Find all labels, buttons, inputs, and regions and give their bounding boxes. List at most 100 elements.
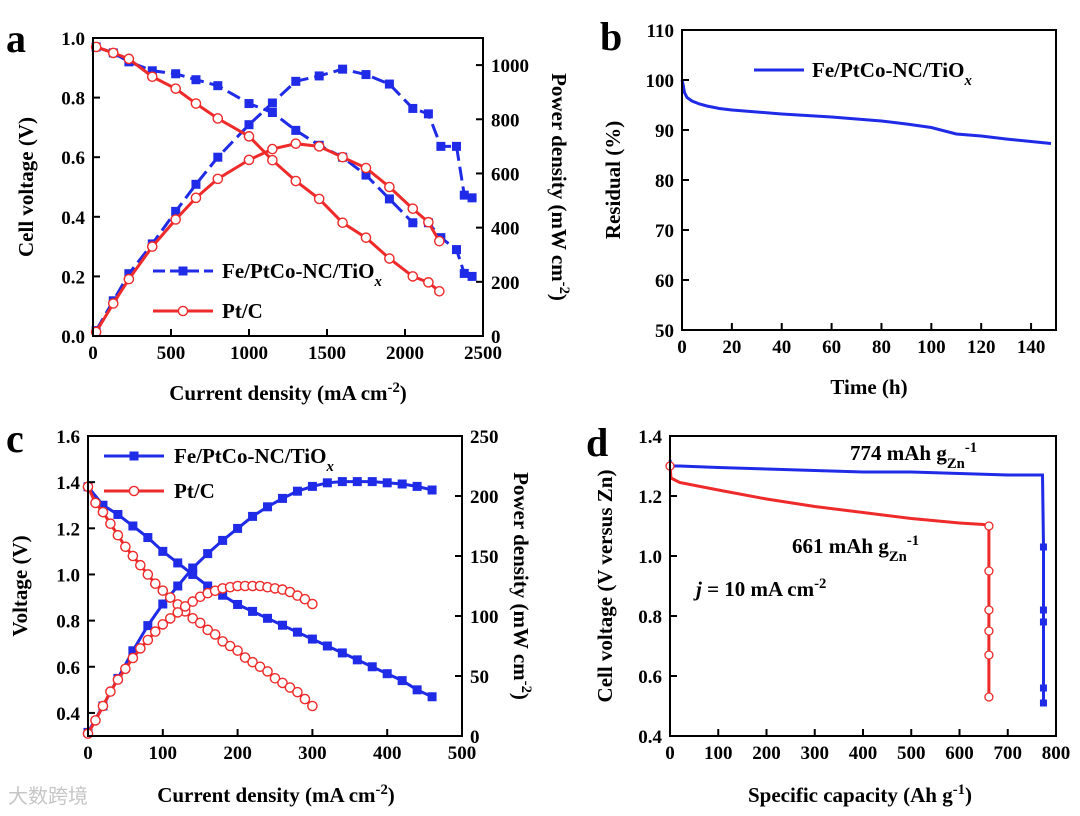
panel-a-legend-label-1: Pt/C [222, 299, 263, 323]
panel-a-series-2-point-15 [423, 277, 434, 288]
panel-a-ytick2-label-3: 600 [491, 164, 520, 185]
panel-c-ytick-label-0: 0.4 [56, 704, 80, 725]
panel-c-legend-marker-0 [129, 451, 139, 461]
panel-a-legend-marker-1 [177, 305, 189, 317]
panel-a-series-3-point-15 [423, 216, 434, 228]
panel-a-series-1-line [94, 67, 473, 332]
panel-c-series-0-point-5 [158, 546, 168, 556]
panel-c-series-2-point-27 [284, 682, 296, 693]
panel-c-series-0-point-16 [322, 641, 332, 651]
panel-c-series-3-point-2 [97, 700, 109, 712]
panel-a-series-0-point-17 [451, 245, 461, 255]
panel-a-series-2-point-2 [123, 53, 135, 65]
panel-d-ytick-label-1: 0.6 [638, 667, 662, 688]
panel-a-series-1-point-10 [314, 71, 324, 81]
panel-a-series-3-point-8 [267, 143, 278, 155]
panel-d-letter: d [586, 420, 608, 465]
panel-c-series-2-point-5 [120, 541, 131, 553]
panel-a-series-0-point-7 [244, 99, 254, 109]
panel-b-xtick-label-6: 120 [967, 337, 996, 358]
panel-b-letter: b [600, 14, 622, 59]
panel-a-series-3-point-3 [146, 241, 158, 252]
panel-c-series-1-point-21 [397, 479, 407, 489]
panel-a-series-2-point-1 [107, 47, 119, 59]
panel-a-ylabel-right: Power density (mW cm-2) [547, 73, 572, 301]
panel-a-xtick-label-2: 1000 [230, 343, 268, 364]
panel-a-series-3-point-12 [360, 162, 372, 174]
panel-c-series-0-point-18 [352, 655, 362, 665]
panel-a-series-0-point-6 [213, 81, 223, 91]
panel-c-series-3-point-5 [120, 663, 131, 675]
panel-b-xtick-label-7: 140 [1017, 337, 1046, 358]
panel-a-series-0-point-14 [408, 218, 418, 228]
panel-c-series-1-point-20 [382, 478, 392, 488]
panel-d-series-0-point-12 [1039, 543, 1047, 551]
panel-c-series-0-point-14 [292, 627, 302, 637]
panel-c-series-1-point-23 [427, 485, 437, 495]
panel-c-series-1-point-12 [263, 502, 273, 512]
panel-a-series-2-point-13 [384, 253, 395, 264]
panel-a-series-0-point-19 [467, 271, 477, 281]
panel-d-xtick-label-0: 0 [665, 743, 675, 764]
panel-c-xtick-label-1: 100 [149, 743, 178, 764]
panel-d-series-1-point-12 [984, 566, 994, 576]
panel-a-series-1-point-7 [244, 120, 254, 130]
panel-a-legend-label-0: Fe/PtCo-NC/TiOx [222, 259, 382, 290]
panel-c-series-1-point-10 [233, 523, 243, 533]
panel-a-series-1-point-9 [291, 76, 301, 86]
panel-a-series-1-point-14 [408, 103, 418, 113]
panel-c-letter: c [6, 416, 24, 461]
panel-c-series-1-point-3 [128, 646, 138, 656]
panel-a-series-1-point-15 [423, 109, 433, 119]
panel-a-series-1-point-4 [171, 206, 181, 216]
panel-c-series-3-point-9 [150, 626, 161, 637]
panel-c-axes [87, 435, 463, 737]
panel-c-series-3-point-11 [164, 613, 176, 624]
panel-b-legend-label-0: Fe/PtCo-NC/TiOx [812, 58, 972, 89]
panel-d-xtick-label-1: 100 [704, 743, 733, 764]
panel-a-series-2-point-14 [407, 271, 419, 282]
panel-a-series-3-point-7 [243, 154, 255, 166]
panel-d-ylabel: Cell voltage (V versus Zn) [593, 470, 617, 703]
panel-d-series-1-point-15 [984, 650, 994, 660]
panel-a-series-1-point-16 [436, 141, 446, 151]
panel-c-series-1-point-7 [188, 563, 198, 573]
panel-d-series-0-point-13 [1039, 606, 1047, 614]
panel-b-ytick-label-5: 100 [646, 71, 675, 92]
panel-a-series-3-point-2 [123, 273, 135, 285]
panel-c-ytick-label-6: 1.6 [56, 427, 80, 448]
panel-c-series-2-point-28 [292, 686, 303, 698]
panel-a-series-2-point-12 [360, 232, 372, 243]
panel-a-series-0-point-12 [361, 170, 371, 180]
panel-d-series-0-point-14 [1039, 618, 1047, 626]
panel-d-xtick-label-5: 500 [897, 743, 926, 764]
panel-a-series-2-point-9 [290, 175, 302, 187]
panel-c-series-0-point-12 [263, 613, 273, 623]
panel-b-xtick-label-5: 100 [917, 337, 946, 358]
panel-a-series-0-point-18 [459, 268, 469, 278]
panel-a-series-1-point-8 [267, 98, 277, 108]
panel-a-ytick-label-4: 0.8 [61, 89, 85, 110]
panel-a-ytick2-label-5: 1000 [491, 56, 529, 77]
panel-c-series-3-point-6 [127, 652, 139, 664]
panel-c-series-1-point-15 [307, 481, 317, 491]
panel-a-series-0-point-3 [147, 66, 157, 76]
panel-c-series-2-point-10 [157, 585, 169, 596]
panel-a-series-3-point-10 [313, 141, 325, 152]
panel-c-series-3-point-1 [90, 715, 101, 726]
panel-a-axes [92, 37, 484, 337]
panel-c-xtick-label-2: 200 [223, 743, 252, 764]
panel-c-legend-label-0: Fe/PtCo-NC/TiOx [174, 444, 334, 475]
panel-b-xtick-label-3: 60 [822, 337, 841, 358]
panel-c-series-1-point-8 [203, 549, 213, 559]
panel-c-series-2-point-29 [299, 693, 311, 705]
panel-d-series-0-point-16 [1039, 699, 1047, 707]
panel-c-series-2-point-15 [194, 617, 206, 629]
panel-a-series-3-point-6 [212, 173, 224, 185]
panel-c-ytick-label-4: 1.2 [56, 519, 80, 540]
panel-a-xlabel: Current density (mA cm-2) [169, 380, 407, 405]
panel-a-ytick-label-1: 0.2 [61, 267, 85, 288]
panel-a-series-3-point-14 [407, 203, 419, 214]
panel-c-series-0-point-11 [248, 606, 258, 616]
